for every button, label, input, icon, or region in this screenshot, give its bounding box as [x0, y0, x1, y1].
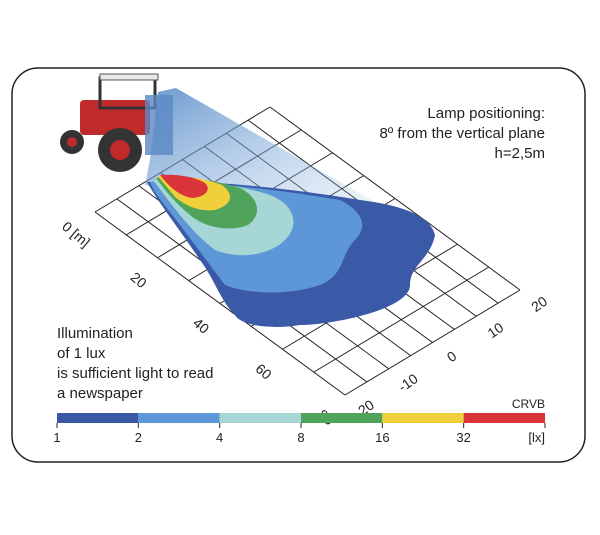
illumination-note: a newspaper — [57, 385, 143, 402]
grid-line — [313, 266, 490, 373]
scale-segment — [57, 413, 139, 423]
scale-label: 1 — [53, 430, 60, 445]
lamp-note: h=2,5m — [495, 145, 545, 162]
scale-label: [lx] — [528, 430, 545, 445]
lamp-note: 8º from the vertical plane — [379, 125, 545, 142]
illumination-zones — [147, 174, 435, 327]
lamp-note: Lamp positioning: — [427, 105, 545, 122]
scale-label: 2 — [135, 430, 142, 445]
grid-line — [344, 289, 521, 396]
scale-segment — [382, 413, 464, 423]
scale-segment — [301, 413, 383, 423]
scale-segment — [219, 413, 301, 423]
scale-label: 32 — [456, 430, 470, 445]
grid-line — [269, 106, 521, 291]
scale-segment — [463, 413, 545, 423]
illumination-note: is sufficient light to read — [57, 365, 213, 382]
scale-label: 4 — [216, 430, 223, 445]
brand: CRVB — [512, 397, 545, 411]
color-scale: 1 2 4 8 16 32 [lx] — [53, 413, 546, 445]
tractor-icon — [60, 73, 173, 172]
scale-segment — [138, 413, 220, 423]
illumination-note: Illumination — [57, 325, 133, 342]
illumination-note: of 1 lux — [57, 345, 106, 362]
scale-label: 16 — [375, 430, 389, 445]
scale-label: 8 — [297, 430, 304, 445]
